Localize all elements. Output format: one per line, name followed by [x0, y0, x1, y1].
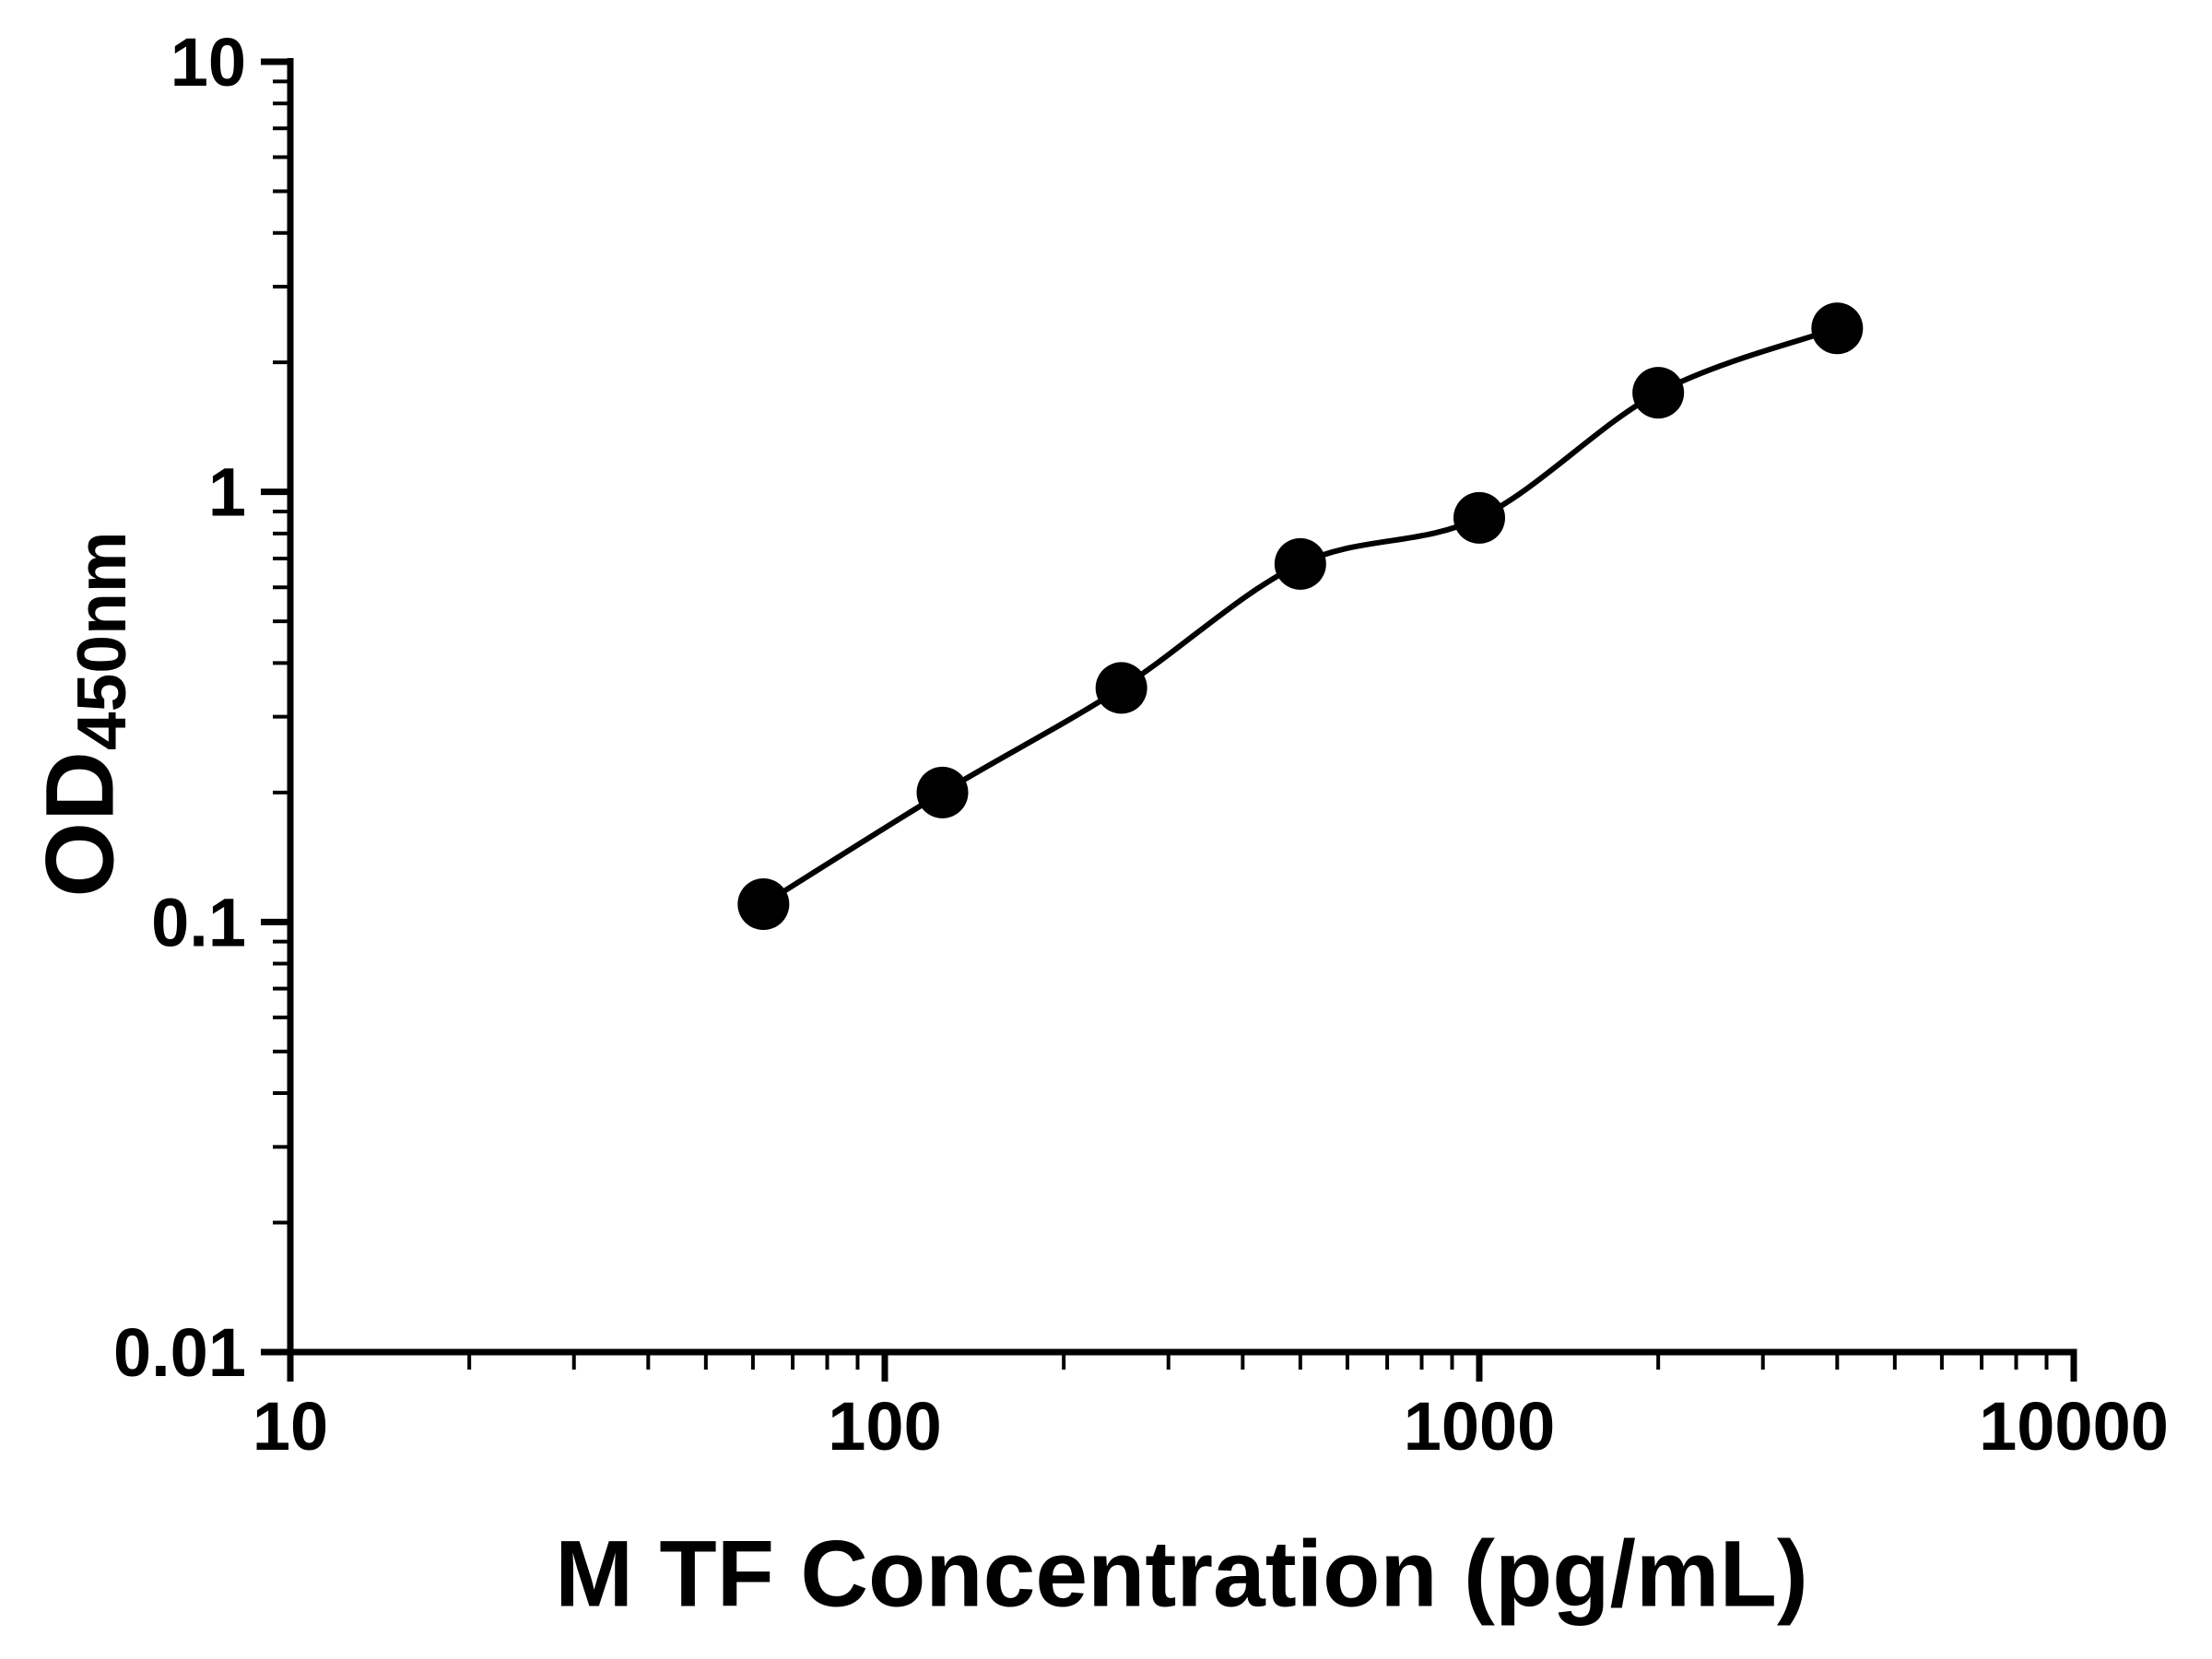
fit-curve	[761, 325, 1839, 907]
y-axis-title-main: OD	[26, 750, 135, 898]
x-tick-label: 10000	[1979, 1388, 2169, 1465]
y-tick-label: 0.1	[151, 884, 246, 960]
y-tick-label: 10	[171, 24, 246, 100]
x-tick-label: 1000	[1404, 1388, 1556, 1465]
x-tick-label: 100	[828, 1388, 941, 1465]
y-tick-label: 1	[208, 454, 246, 531]
x-tick-label: 10	[253, 1388, 328, 1465]
x-axis-title: M TF Concentration (pg/mL)	[555, 1521, 1808, 1627]
data-point	[737, 878, 790, 931]
data-point	[1095, 662, 1147, 714]
y-axis-title: OD450nm	[25, 531, 141, 897]
data-point	[1632, 367, 1685, 419]
y-tick-label: 0.01	[113, 1314, 246, 1391]
data-point	[1274, 537, 1326, 590]
data-point	[1453, 491, 1505, 544]
data-point	[1811, 302, 1864, 355]
y-axis-title-subscript: 450nm	[62, 531, 140, 751]
data-point	[916, 766, 969, 818]
